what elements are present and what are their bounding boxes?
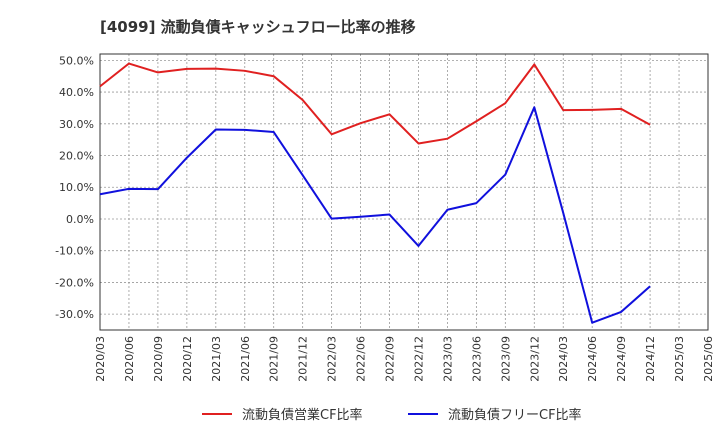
x-tick-label: 2024/06: [586, 336, 599, 382]
x-axis-ticks: 2020/03 2020/06 2020/09 2020/12 2021/03 2021/…: [94, 336, 715, 382]
x-tick-label: 2024/03: [557, 336, 570, 382]
x-tick-label: 2025/06: [702, 336, 715, 382]
plot-area-border: [99, 53, 709, 331]
x-tick-label: 2023/09: [499, 336, 512, 382]
x-tick-label: 2020/03: [94, 336, 107, 382]
x-tick-label: 2023/06: [470, 336, 483, 382]
x-tick-label: 2021/12: [297, 336, 310, 382]
x-tick-label: 2022/03: [326, 336, 339, 382]
grid-lines: [100, 54, 708, 330]
x-tick-label: 2021/09: [268, 336, 281, 382]
series-line-1: [99, 62, 651, 145]
y-tick-label: -30.0%: [55, 308, 94, 321]
y-tick-label: 30.0%: [59, 118, 94, 131]
series-line-2: [99, 106, 651, 324]
x-tick-label: 2023/12: [528, 336, 541, 382]
x-tick-label: 2023/03: [441, 336, 454, 382]
y-tick-label: 10.0%: [59, 181, 94, 194]
series-lines: [99, 62, 651, 324]
x-tick-label: 2024/12: [644, 336, 657, 382]
legend-label-1: 流動負債営業CF比率: [242, 407, 363, 423]
x-tick-label: 2022/12: [412, 336, 425, 382]
x-tick-label: 2020/12: [181, 336, 194, 382]
y-tick-label: 40.0%: [59, 86, 94, 99]
y-tick-label: 20.0%: [59, 150, 94, 163]
y-axis-ticks: 50.0% 40.0% 30.0% 20.0% 10.0% 0.0% -10.0% -20.0…: [55, 54, 94, 321]
y-tick-label: -10.0%: [55, 245, 94, 258]
legend: 流動負債営業CF比率 流動負債フリーCF比率: [202, 407, 582, 423]
legend-label-2: 流動負債フリーCF比率: [448, 407, 582, 423]
chart-title: [4099] 流動負債キャッシュフロー比率の推移: [100, 18, 416, 36]
y-tick-label: 50.0%: [59, 54, 94, 67]
y-tick-label: 0.0%: [66, 213, 94, 226]
x-tick-label: 2021/06: [239, 336, 252, 382]
x-tick-label: 2021/03: [210, 336, 223, 382]
x-tick-label: 2024/09: [615, 336, 628, 382]
x-tick-label: 2022/06: [355, 336, 368, 382]
x-tick-label: 2020/06: [123, 336, 136, 382]
y-tick-label: -20.0%: [55, 276, 94, 289]
x-tick-label: 2020/09: [152, 336, 165, 382]
x-tick-label: 2022/09: [384, 336, 397, 382]
x-tick-label: 2025/03: [673, 336, 686, 382]
